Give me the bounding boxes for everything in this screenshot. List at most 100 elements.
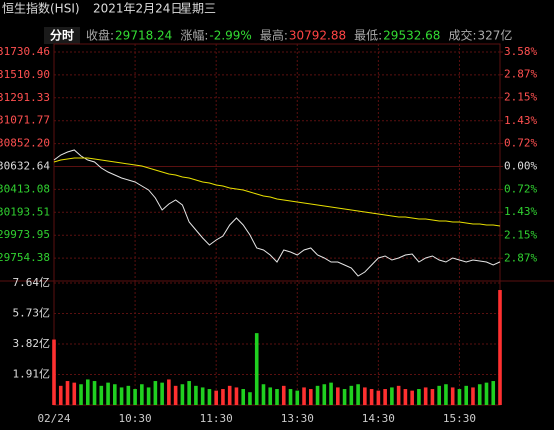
volume-bar — [248, 392, 252, 405]
volume-bar — [167, 379, 171, 405]
volume-bar — [65, 381, 70, 405]
y2-tick-label: 1.43% — [504, 205, 537, 218]
volume-bar — [194, 385, 198, 405]
volume-bar — [72, 382, 77, 405]
tab[interactable]: 分时 — [50, 28, 74, 43]
volume-bar — [308, 389, 313, 405]
volume-bar — [491, 381, 496, 405]
volume-bar — [336, 387, 340, 405]
stat-label: 收盘: — [86, 28, 114, 43]
y-tick-label: 1.91亿 — [13, 368, 51, 381]
stat-label: 涨幅: — [180, 28, 208, 43]
volume-bar — [430, 389, 435, 405]
volume-bar — [383, 389, 387, 405]
volume-bar — [85, 379, 90, 405]
volume-bar — [234, 387, 239, 405]
y2-tick-label: 3.58% — [504, 45, 537, 58]
volume-bar — [376, 390, 381, 405]
volume-bar — [403, 389, 408, 405]
y-tick-label: 7.64亿 — [13, 276, 51, 289]
y-tick-label: 30632.64 — [0, 160, 50, 173]
stat-value: 29532.68 — [383, 29, 440, 43]
x-tick-label: 02/24 — [37, 412, 70, 425]
y2-tick-label: 0.00% — [504, 160, 537, 173]
stat-value: 29718.24 — [115, 29, 172, 43]
stat-value: 30792.88 — [289, 29, 346, 43]
volume-bar — [288, 389, 293, 405]
volume-bar — [315, 385, 320, 405]
volume-bar — [444, 384, 448, 405]
volume-bar — [295, 390, 300, 405]
volume-bar — [126, 385, 131, 405]
volume-bar — [464, 385, 469, 405]
volume-bar — [281, 385, 286, 405]
volume-bar — [113, 384, 117, 405]
volume-bar — [302, 387, 306, 405]
volume-bar — [146, 387, 151, 405]
average-line — [53, 157, 501, 227]
title: 恒生指数(HSI) — [2, 1, 80, 16]
volume-bar — [92, 381, 97, 405]
volume-bar — [363, 387, 367, 405]
volume-bar — [342, 389, 347, 405]
y-tick-label: 31730.46 — [0, 45, 50, 58]
y-tick-label: 31071.77 — [0, 114, 50, 127]
y2-tick-label: 2.15% — [504, 91, 537, 104]
stat-value: 327亿 — [477, 28, 512, 43]
volume-bar — [99, 385, 104, 405]
volume-bar — [254, 333, 259, 405]
volume-bar — [119, 387, 124, 405]
weekday: 星期三 — [180, 2, 216, 16]
volume-bar — [153, 381, 158, 405]
volume-bar — [410, 390, 414, 405]
volume-bar — [390, 387, 394, 405]
tab-bg[interactable] — [44, 27, 80, 44]
volume-bar — [423, 387, 428, 405]
date: 2021年2月24日 — [93, 2, 182, 16]
volume-bar — [180, 384, 185, 405]
volume-bar — [322, 384, 327, 405]
y2-tick-label: 2.15% — [504, 228, 537, 241]
volume-bar — [140, 384, 144, 405]
volume-bar — [261, 384, 266, 405]
y-tick-label: 30852.20 — [0, 137, 50, 150]
volume-bar — [329, 382, 333, 405]
volume-bar — [369, 389, 374, 405]
volume-bar — [200, 387, 205, 405]
y-tick-label: 30413.08 — [0, 182, 50, 195]
volume-bar — [450, 387, 455, 405]
volume-bar — [187, 381, 191, 405]
y2-tick-label: 2.87% — [504, 68, 537, 81]
volume-bar — [268, 387, 273, 405]
x-tick-label: 10:30 — [119, 412, 152, 425]
volume-bar — [477, 384, 482, 405]
volume-bar — [207, 389, 212, 405]
y-tick-label: 29754.38 — [0, 251, 50, 264]
volume-bar — [457, 389, 462, 405]
y-tick-label: 29973.95 — [0, 228, 50, 241]
volume-bar — [498, 290, 502, 405]
volume-bar — [221, 389, 225, 405]
volume-bar — [160, 382, 164, 405]
y-tick-label: 3.82亿 — [13, 337, 51, 350]
y2-tick-label: 1.43% — [504, 114, 537, 127]
volume-bar — [356, 384, 360, 405]
stat-label: 最高: — [260, 28, 288, 43]
y2-tick-label: 0.72% — [504, 183, 537, 196]
volume-bar — [79, 384, 83, 405]
volume-bar — [227, 385, 232, 405]
volume-bar — [484, 382, 489, 405]
price-line — [53, 149, 501, 277]
volume-bar — [396, 385, 401, 405]
stat-label: 成交: — [448, 28, 476, 43]
y2-tick-label: 0.72% — [504, 136, 537, 149]
x-tick-label: 14:30 — [362, 412, 395, 425]
y-tick-label: 31291.33 — [0, 91, 50, 104]
volume-bar — [417, 389, 421, 405]
volume-bar — [133, 389, 137, 405]
y-tick-label: 31510.90 — [0, 68, 50, 81]
y-tick-label: 30193.51 — [0, 205, 50, 218]
volume-bar — [437, 385, 441, 405]
